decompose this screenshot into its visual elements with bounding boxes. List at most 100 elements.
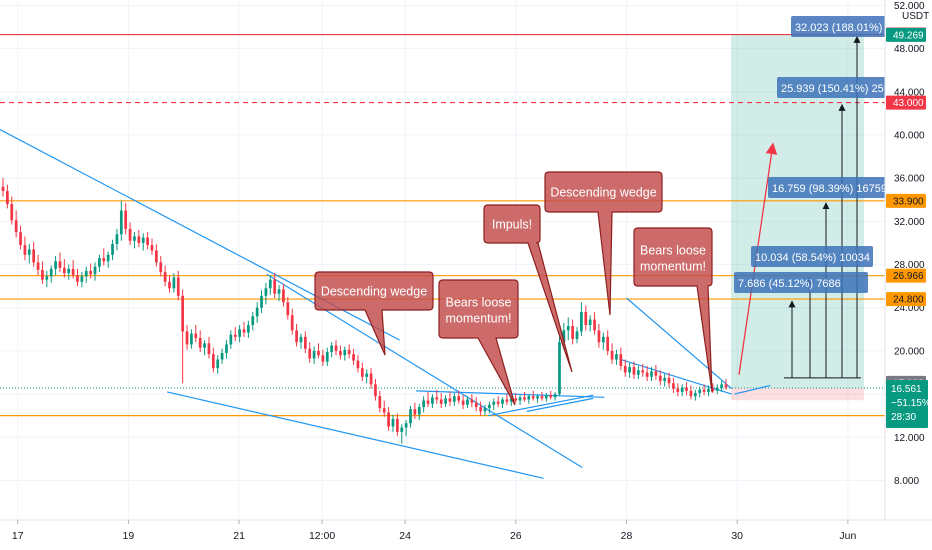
trendline[interactable] [526,397,594,412]
candle-body [444,398,447,404]
candle-body [290,315,294,331]
price-axis[interactable]: USDT 8.00012.00016.00020.00024.00028.000… [884,0,932,520]
measurement-label[interactable]: 32.023 (188.01%) [791,16,886,37]
level-price-tag: 26.966 [886,268,926,283]
candle-body [303,336,307,349]
annotation-bubble-shape [544,171,663,316]
candle-body [133,236,136,241]
candle-body [6,191,9,205]
candle-body [181,295,185,332]
candle-body [119,210,123,235]
candle-body [518,397,522,401]
candle-body [417,407,421,415]
candle-body [505,399,509,402]
candle-body [720,384,723,388]
candle-body [10,204,14,221]
candle-body [255,307,259,317]
level-price-tag-text: 43.000 [893,98,924,109]
candle-body [102,258,106,262]
candle-body [352,354,355,361]
candle-body [610,350,614,360]
candle-body [435,397,439,400]
currency-label: USDT [902,11,929,22]
candle-body [137,236,141,243]
candle-body [273,279,277,294]
candle-body [387,412,390,427]
y-tick-label: 36.000 [894,174,925,185]
price-tag-text: 49.269 [893,30,924,41]
measurement-label[interactable]: 7.686 (45.12%) 7686 [734,272,868,293]
candle-body [106,254,110,262]
annotation-bubble[interactable]: Impuls! [483,204,573,373]
trendline[interactable] [167,391,544,479]
candle-body [663,377,667,382]
candle-body [650,371,653,377]
measurement-labels[interactable]: 7.686 (45.12%) 7686 10.034 (58.54%) 10034… [734,16,890,293]
level-price-tag: 43.000 [886,95,926,110]
candle-body [369,373,373,385]
trendline[interactable] [626,297,733,390]
candles [1,178,728,444]
candle-body [470,399,474,403]
candle-body [466,399,469,405]
candle-body [566,326,570,331]
candle-body [115,234,119,245]
candle-body [242,329,246,333]
candle-body [233,334,237,337]
candle-body [84,270,88,277]
candle-body [277,289,281,294]
y-tick-label: 12.000 [894,433,925,444]
candle-body [431,397,434,404]
last-price-change: −51.15% [891,398,931,409]
x-tick-label: 26 [510,530,522,542]
measurement-label[interactable]: 25.939 (150.41%) 259 [777,77,890,98]
candle-body [211,354,215,369]
x-tick-label: 12:00 [309,530,335,542]
y-tick-label: 48.000 [894,44,925,55]
candle-body [62,267,66,274]
x-tick-label: 21 [233,530,245,542]
candle-body [365,373,369,377]
candle-body [479,407,482,412]
candle-body [128,228,132,241]
measurement-label-text: 10.034 (58.54%) 10034 [755,252,870,264]
candle-body [680,387,684,392]
annotation-bubble-shape [314,271,434,356]
candle-body [531,396,535,399]
annotation-bubble[interactable]: Bears loose momentum! [438,279,519,406]
trendline[interactable] [734,384,771,395]
measurement-label[interactable]: 10.034 (58.54%) 10034 [751,246,873,267]
last-price-tag: 16.561 −51.15% 28:30 [886,380,931,429]
candle-body [89,270,92,275]
candle-body [693,392,697,397]
level-price-tag-box [886,193,926,208]
candle-body [229,334,233,345]
candle-body [356,360,360,369]
annotation-bubble[interactable]: Bears loose momentum! [633,227,713,393]
candle-body [628,367,631,373]
annotation-bubble[interactable]: Descending wedge [544,171,663,316]
candle-body [1,186,5,192]
candle-body [251,316,255,325]
candle-body [461,400,465,405]
trendline[interactable] [620,358,732,395]
candle-body [67,268,71,274]
candle-body [225,344,228,354]
candle-body [76,275,79,282]
price-tag-box [886,27,926,42]
candle-body [330,345,333,352]
candle-body [404,423,408,428]
trendline[interactable] [488,394,594,417]
horizontal-levels[interactable] [0,33,885,417]
level-price-tag-box [886,95,926,110]
annotation-bubbles[interactable]: Descending wedge Bears loose momentum! Impu… [314,171,713,406]
measurement-label[interactable]: 16.759 (98.39%) 16759 [768,177,888,198]
candle-body [163,272,167,282]
time-axis[interactable]: 17 19 21 12:00 24 26 28 30 Jun [0,519,932,550]
annotation-bubble[interactable]: Descending wedge [314,271,434,356]
candle-body [220,353,224,360]
candle-body [312,350,316,359]
candle-body [685,387,688,391]
candle-body [45,276,49,280]
